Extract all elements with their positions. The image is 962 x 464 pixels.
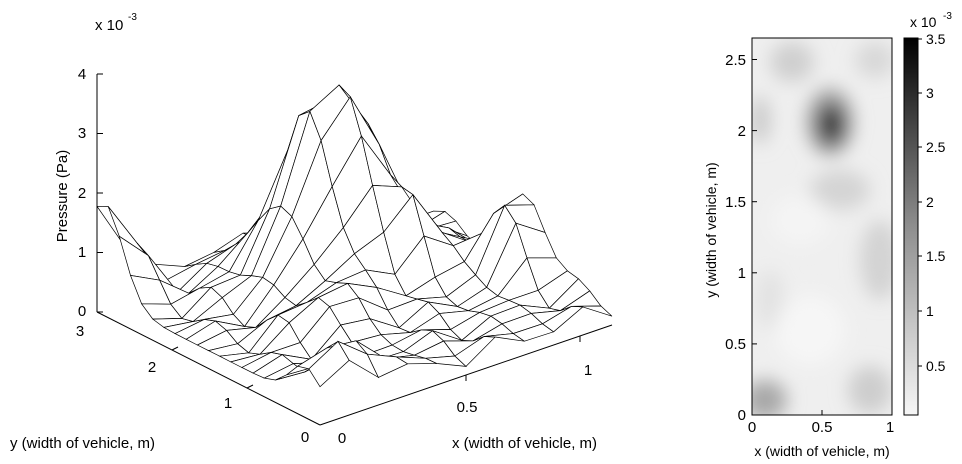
y-tick-label-2: 2 bbox=[148, 359, 156, 376]
x-tick-label-0-5: 0.5 bbox=[457, 399, 478, 416]
heatmap-x-axis-title: x (width of vehicle, m) bbox=[754, 443, 889, 459]
colorbar-tick-2-5: 2.5 bbox=[926, 139, 946, 155]
colorbar-tick-1: 1 bbox=[926, 303, 934, 319]
z-multiplier-exponent: -3 bbox=[128, 12, 137, 23]
x-tick-label-1: 1 bbox=[584, 362, 592, 379]
y-ticks: 3 2 1 0 bbox=[76, 323, 309, 446]
heatmap-y-ticks: 0 0.5 1 1.5 2 2.5 bbox=[725, 52, 757, 424]
heatmap-y-tick-1-5: 1.5 bbox=[725, 194, 746, 211]
colorbar: 0.5 1 1.5 2 2.5 3 3.5 x 10 -3 bbox=[903, 11, 952, 416]
y-axis-line bbox=[96, 311, 321, 426]
colorbar-multiplier-exponent: -3 bbox=[943, 11, 952, 22]
colorbar-tick-3: 3 bbox=[926, 85, 934, 101]
surface-mesh bbox=[96, 84, 613, 388]
colorbar-gradient bbox=[903, 37, 919, 416]
x-tick-label-0: 0 bbox=[338, 430, 346, 447]
x-axis-title: x (width of vehicle, m) bbox=[452, 435, 597, 452]
heatmap-field bbox=[752, 42, 892, 415]
heatmap-y-tick-0-5: 0.5 bbox=[725, 336, 746, 353]
y-tick-label-3: 3 bbox=[76, 323, 84, 340]
y-tick-label-1: 1 bbox=[224, 395, 232, 412]
z-tick-label-1: 1 bbox=[78, 244, 86, 261]
z-ticks: 4 3 2 1 0 bbox=[78, 66, 103, 320]
surface-facet bbox=[571, 305, 613, 317]
colorbar-tick-1-5: 1.5 bbox=[926, 248, 946, 264]
colorbar-tick-3-5: 3.5 bbox=[926, 31, 946, 47]
surface-plot: x 10 -3 4 3 2 1 0 3 2 1 0 bbox=[10, 12, 613, 452]
heatmap-y-axis-title: y (width of vehicle, m) bbox=[703, 162, 719, 297]
z-axis-title: Pressure (Pa) bbox=[54, 150, 71, 243]
heatmap-x-ticks: 0 0.5 1 bbox=[748, 410, 894, 436]
surface-facet bbox=[118, 235, 161, 281]
z-tick-label-0: 0 bbox=[78, 303, 86, 320]
x-ticks: 0 0.5 1 bbox=[338, 336, 592, 447]
heatmap-y-tick-2-5: 2.5 bbox=[725, 52, 746, 69]
colorbar-tick-2: 2 bbox=[926, 194, 934, 210]
z-multiplier-base: x 10 bbox=[95, 17, 123, 34]
colorbar-tick-0-5: 0.5 bbox=[926, 358, 946, 374]
heatmap-x-tick-1: 1 bbox=[886, 419, 894, 436]
y-axis-title: y (width of vehicle, m) bbox=[10, 435, 155, 452]
z-tick-label-2: 2 bbox=[78, 185, 86, 202]
colorbar-multiplier-base: x 10 bbox=[910, 14, 937, 30]
z-tick-label-4: 4 bbox=[78, 66, 86, 83]
heatmap-y-tick-0: 0 bbox=[738, 407, 746, 424]
heatmap-x-tick-0-5: 0.5 bbox=[812, 419, 833, 436]
y-tick-label-0: 0 bbox=[301, 429, 309, 446]
heatmap-y-tick-1: 1 bbox=[738, 265, 746, 282]
heatmap-plot: 0 0.5 1 1.5 2 2.5 0 0.5 1 x (width of ve… bbox=[703, 11, 952, 459]
z-tick-label-3: 3 bbox=[78, 125, 86, 142]
colorbar-ticks: 0.5 1 1.5 2 2.5 3 3.5 bbox=[918, 31, 946, 374]
heatmap-y-tick-2: 2 bbox=[738, 123, 746, 140]
heatmap-x-tick-0: 0 bbox=[748, 419, 756, 436]
